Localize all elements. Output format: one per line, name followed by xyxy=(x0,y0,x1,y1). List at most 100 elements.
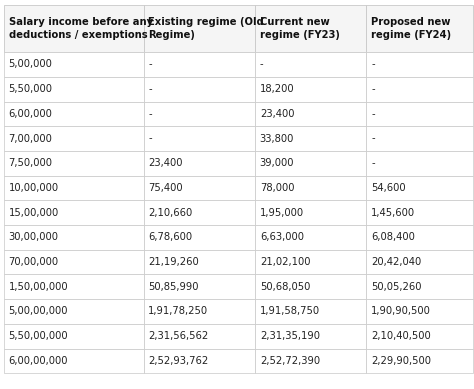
Text: 75,400: 75,400 xyxy=(148,183,183,193)
Bar xyxy=(144,77,255,102)
Bar xyxy=(4,126,144,151)
Bar xyxy=(144,275,255,299)
Bar xyxy=(144,176,255,200)
Text: Existing regime (Old
Regime): Existing regime (Old Regime) xyxy=(148,17,264,40)
Text: 2,52,72,390: 2,52,72,390 xyxy=(260,356,320,366)
Text: 7,50,000: 7,50,000 xyxy=(9,158,53,168)
Text: 7,00,000: 7,00,000 xyxy=(9,133,53,144)
Bar xyxy=(366,52,473,77)
Bar xyxy=(366,250,473,275)
Text: -: - xyxy=(148,109,152,119)
Bar xyxy=(366,5,473,52)
Text: -: - xyxy=(371,158,375,168)
Text: 50,85,990: 50,85,990 xyxy=(148,282,199,292)
Bar xyxy=(366,126,473,151)
Bar xyxy=(4,349,144,373)
Text: 50,05,260: 50,05,260 xyxy=(371,282,422,292)
Text: 20,42,040: 20,42,040 xyxy=(371,257,421,267)
Bar xyxy=(255,225,366,250)
Text: 6,63,000: 6,63,000 xyxy=(260,232,304,242)
Bar xyxy=(255,77,366,102)
Text: 78,000: 78,000 xyxy=(260,183,294,193)
Bar xyxy=(255,299,366,324)
Text: -: - xyxy=(260,60,264,70)
Text: 6,08,400: 6,08,400 xyxy=(371,232,415,242)
Bar xyxy=(366,225,473,250)
Text: -: - xyxy=(371,60,375,70)
Text: 5,50,00,000: 5,50,00,000 xyxy=(9,331,68,341)
Bar xyxy=(366,200,473,225)
Bar xyxy=(255,5,366,52)
Text: Salary income before any
deductions / exemptions: Salary income before any deductions / ex… xyxy=(9,17,153,40)
Text: 54,600: 54,600 xyxy=(371,183,406,193)
Text: 18,200: 18,200 xyxy=(260,84,294,94)
Bar xyxy=(4,5,144,52)
Bar xyxy=(255,126,366,151)
Text: Current new
regime (FY23): Current new regime (FY23) xyxy=(260,17,340,40)
Text: 21,19,260: 21,19,260 xyxy=(148,257,199,267)
Bar xyxy=(144,52,255,77)
Text: -: - xyxy=(371,84,375,94)
Bar xyxy=(4,176,144,200)
Text: 2,31,35,190: 2,31,35,190 xyxy=(260,331,320,341)
Bar xyxy=(255,250,366,275)
Bar xyxy=(144,126,255,151)
Text: 2,10,660: 2,10,660 xyxy=(148,208,192,218)
Bar xyxy=(144,5,255,52)
Bar xyxy=(4,102,144,126)
Bar xyxy=(255,200,366,225)
Bar xyxy=(366,275,473,299)
Text: 5,00,00,000: 5,00,00,000 xyxy=(9,307,68,317)
Text: 6,00,00,000: 6,00,00,000 xyxy=(9,356,68,366)
Text: 70,00,000: 70,00,000 xyxy=(9,257,59,267)
Bar xyxy=(144,102,255,126)
Text: 1,45,600: 1,45,600 xyxy=(371,208,415,218)
Bar xyxy=(366,349,473,373)
Text: Proposed new
regime (FY24): Proposed new regime (FY24) xyxy=(371,17,451,40)
Bar xyxy=(366,176,473,200)
Bar xyxy=(366,151,473,176)
Text: 39,000: 39,000 xyxy=(260,158,294,168)
Text: 2,31,56,562: 2,31,56,562 xyxy=(148,331,209,341)
Text: 6,78,600: 6,78,600 xyxy=(148,232,192,242)
Bar xyxy=(144,151,255,176)
Text: 2,29,90,500: 2,29,90,500 xyxy=(371,356,431,366)
Text: 2,52,93,762: 2,52,93,762 xyxy=(148,356,209,366)
Text: -: - xyxy=(148,133,152,144)
Text: 5,50,000: 5,50,000 xyxy=(9,84,53,94)
Bar xyxy=(4,275,144,299)
Text: -: - xyxy=(148,84,152,94)
Bar xyxy=(4,200,144,225)
Text: 1,95,000: 1,95,000 xyxy=(260,208,304,218)
Text: 1,90,90,500: 1,90,90,500 xyxy=(371,307,431,317)
Text: 23,400: 23,400 xyxy=(260,109,294,119)
Text: 1,50,00,000: 1,50,00,000 xyxy=(9,282,68,292)
Text: 5,00,000: 5,00,000 xyxy=(9,60,53,70)
Bar xyxy=(255,52,366,77)
Bar xyxy=(4,52,144,77)
Text: -: - xyxy=(148,60,152,70)
Bar xyxy=(366,102,473,126)
Bar xyxy=(255,102,366,126)
Text: 10,00,000: 10,00,000 xyxy=(9,183,59,193)
Bar xyxy=(255,349,366,373)
Bar xyxy=(366,299,473,324)
Text: 23,400: 23,400 xyxy=(148,158,183,168)
Text: 15,00,000: 15,00,000 xyxy=(9,208,59,218)
Text: -: - xyxy=(371,109,375,119)
Text: 33,800: 33,800 xyxy=(260,133,294,144)
Bar xyxy=(4,151,144,176)
Bar xyxy=(4,77,144,102)
Bar xyxy=(255,275,366,299)
Text: 30,00,000: 30,00,000 xyxy=(9,232,58,242)
Bar xyxy=(366,324,473,349)
Bar xyxy=(144,200,255,225)
Bar xyxy=(144,299,255,324)
Bar xyxy=(144,349,255,373)
Bar xyxy=(144,324,255,349)
Bar xyxy=(255,324,366,349)
Bar xyxy=(144,225,255,250)
Bar xyxy=(366,77,473,102)
Bar xyxy=(4,250,144,275)
Text: 2,10,40,500: 2,10,40,500 xyxy=(371,331,431,341)
